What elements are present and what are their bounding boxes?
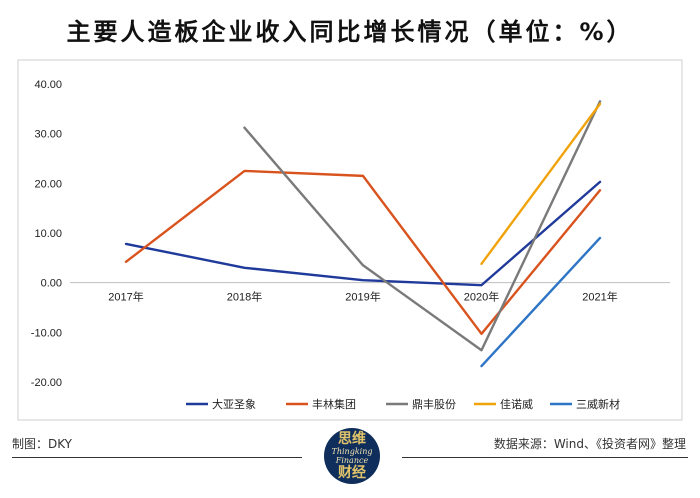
x-tick-label: 2020年 xyxy=(464,290,499,304)
series-layer xyxy=(124,100,602,368)
legend-label: 大亚圣象 xyxy=(212,397,256,411)
y-tick-label: 20.00 xyxy=(34,178,62,190)
legend-label: 三威新材 xyxy=(576,397,620,411)
plot-frame xyxy=(17,59,683,421)
legend-label: 丰林集团 xyxy=(312,397,356,411)
y-tick-label: 40.00 xyxy=(34,79,62,91)
x-tick-label: 2019年 xyxy=(345,290,380,304)
logo-line-1: 思维 xyxy=(338,431,366,447)
logo-line-4: 财经 xyxy=(338,465,366,481)
legend-label: 鼎丰股份 xyxy=(412,398,456,411)
footer-rule-right xyxy=(402,457,688,458)
logo-line-2: Thingking xyxy=(331,447,373,456)
y-tick-label: -10.00 xyxy=(31,327,62,339)
x-tick-label: 2017年 xyxy=(108,290,143,304)
footer-credit: 制图：DKY xyxy=(12,437,73,451)
y-tick-label: -20.00 xyxy=(31,377,62,389)
series-line xyxy=(243,100,602,352)
x-tick-label: 2021年 xyxy=(582,290,617,304)
legend-label: 佳诺威 xyxy=(500,397,533,411)
brand-logo: 思维 Thingking Finance 财经 xyxy=(324,428,380,484)
chart-title: 主要人造板企业收入同比增长情况（单位：%） xyxy=(66,18,634,46)
y-tick-label: 30.00 xyxy=(34,129,62,141)
series-line xyxy=(124,169,602,336)
axis-layer: 40.00 30.00 20.00 10.00 0.00 -10.00 -20.00 2017… xyxy=(31,79,670,389)
series-line xyxy=(124,180,602,287)
footer-rule-left xyxy=(12,457,302,458)
footer-source: 数据来源：Wind、《投资者网》整理 xyxy=(493,437,686,451)
legend: 大亚圣象 丰林集团 鼎丰股份 佳诺威 三威新材 xyxy=(186,397,620,411)
series-line xyxy=(480,236,602,368)
x-tick-label: 2018年 xyxy=(227,290,262,304)
logo-line-3: Finance xyxy=(335,456,369,465)
y-tick-label: 10.00 xyxy=(34,228,62,240)
series-line xyxy=(480,102,602,265)
y-tick-label: 0.00 xyxy=(41,278,62,290)
